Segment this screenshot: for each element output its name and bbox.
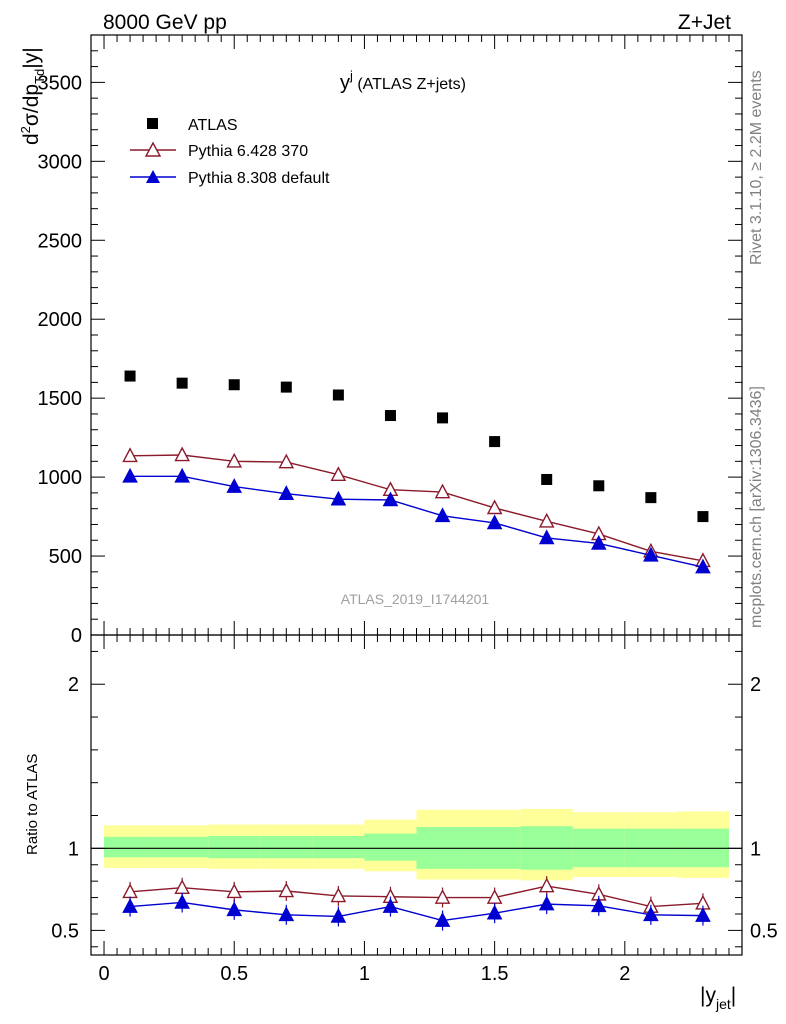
- ratio-point-pythia6: [226, 883, 243, 899]
- header-process-label: Z+Jet: [678, 11, 731, 34]
- analysis-watermark: ATLAS_2019_I1744201: [341, 591, 490, 607]
- data-point-pythia6: [226, 452, 243, 468]
- ratio-y-tick-label-right: 0.5: [750, 920, 778, 942]
- data-point-atlas: [332, 389, 344, 401]
- data-point-pythia6: [278, 453, 295, 469]
- ratio-band-green: [312, 836, 365, 859]
- chart-title: yj (ATLAS Z+jets): [340, 68, 466, 94]
- data-point-pythia8: [643, 546, 659, 562]
- data-point-pythia8: [226, 478, 243, 493]
- main-y-tick-label: 1000: [38, 467, 83, 489]
- main-y-tick-label: 3000: [38, 151, 83, 173]
- x-tick-label: 2: [619, 963, 630, 985]
- legend-label-atlas: ATLAS: [188, 117, 238, 134]
- data-point-pythia8: [122, 467, 138, 483]
- header-energy-label: 8000 GeV pp: [103, 11, 227, 34]
- x-tick-label: 1.5: [481, 963, 509, 985]
- ratio-point-pythia8: [538, 895, 555, 911]
- data-point-atlas: [384, 410, 396, 422]
- ratio-point-pythia8: [278, 906, 295, 922]
- legend: ATLAS Pythia 6.428 370 Pythia 8.308 defa…: [130, 117, 330, 187]
- series-line-pythia6: [130, 454, 704, 562]
- mcplots-side-label: mcplots.cern.ch [arXiv:1306.3436]: [748, 386, 765, 628]
- legend-marker-pythia6: [144, 141, 162, 157]
- ratio-point-pythia8: [434, 912, 451, 927]
- legend-marker-pythia8: [146, 170, 160, 183]
- main-y-tick-label: 1500: [38, 388, 83, 410]
- ratio-point-pythia8: [122, 898, 138, 913]
- data-point-pythia6: [174, 446, 190, 462]
- data-point-pythia6: [122, 447, 138, 463]
- data-point-atlas: [228, 379, 240, 391]
- data-point-pythia6: [330, 466, 347, 482]
- data-point-atlas: [124, 370, 136, 382]
- ratio-point-pythia8: [695, 907, 711, 922]
- main-y-tick-label: 2000: [38, 309, 83, 331]
- data-point-pythia8: [330, 490, 347, 506]
- data-point-pythia8: [174, 467, 190, 483]
- ratio-y-tick-label-right: 2: [750, 674, 761, 696]
- ratio-y-axis-label: Ratio to ATLAS: [24, 754, 41, 855]
- data-point-atlas: [437, 412, 449, 424]
- data-point-atlas: [176, 377, 188, 389]
- legend-label-pythia8: Pythia 8.308 default: [188, 170, 330, 187]
- ratio-band-green: [208, 836, 261, 859]
- ratio-y-tick-label: 0.5: [51, 920, 79, 942]
- data-point-pythia8: [434, 507, 451, 523]
- ratio-point-pythia6: [434, 889, 451, 904]
- data-point-pythia8: [486, 514, 503, 530]
- data-point-atlas: [593, 480, 605, 492]
- main-y-tick-label: 0: [71, 625, 82, 647]
- series-line-pythia8: [130, 475, 704, 568]
- ratio-band-green: [156, 836, 209, 858]
- data-point-pythia6: [434, 483, 451, 499]
- data-point-pythia6: [486, 499, 503, 515]
- ratio-y-tick-label: 2: [68, 674, 79, 696]
- ratio-point-pythia6: [278, 882, 295, 898]
- rivet-side-label: Rivet 3.1.10, ≥ 2.2M events: [748, 70, 765, 265]
- ratio-y-tick-label: 1: [68, 838, 79, 860]
- data-point-pythia8: [538, 529, 555, 545]
- ratio-point-pythia6: [174, 879, 190, 895]
- main-y-axis-label: d2σ/dpTd|y|: [18, 47, 47, 145]
- data-point-atlas: [541, 473, 553, 485]
- data-point-pythia8: [382, 491, 399, 507]
- data-point-atlas: [645, 492, 657, 504]
- data-point-atlas: [489, 436, 501, 448]
- data-point-atlas: [697, 511, 709, 523]
- ratio-point-pythia8: [643, 906, 659, 922]
- data-point-pythia8: [695, 558, 711, 574]
- data-point-pythia8: [278, 485, 295, 500]
- data-point-pythia8: [590, 534, 607, 550]
- main-y-tick-label: 3500: [38, 72, 83, 94]
- ratio-y-tick-label-right: 1: [750, 838, 761, 860]
- ratio-point-pythia8: [590, 897, 607, 913]
- legend-marker-atlas: [147, 118, 158, 129]
- ratio-uncertainty-bands: [91, 808, 742, 881]
- ratio-point-pythia8: [382, 898, 399, 913]
- ratio-point-pythia8: [226, 901, 243, 917]
- main-y-tick-label: 2500: [38, 230, 83, 252]
- x-axis-label: |yjet|: [700, 984, 736, 1012]
- data-point-pythia6: [538, 512, 555, 528]
- ratio-band-green: [260, 836, 313, 859]
- x-tick-label: 0.5: [220, 963, 248, 985]
- axis-ticks: 0 0.5 1 1.5 2 0 500 1000 1500 2000 2500 3000 3500 0.5…: [38, 34, 778, 985]
- ratio-band-green: [364, 833, 417, 861]
- ratio-point-pythia8: [174, 893, 190, 909]
- main-y-tick-label: 500: [49, 546, 82, 568]
- ratio-line-pythia6: [130, 885, 703, 908]
- series-layer: [122, 370, 711, 931]
- ratio-line-pythia8: [130, 901, 703, 922]
- x-tick-label: 1: [359, 963, 370, 985]
- data-point-atlas: [280, 381, 292, 393]
- ratio-point-pythia6: [330, 887, 347, 903]
- ratio-point-pythia8: [486, 904, 503, 920]
- x-tick-label: 0: [98, 963, 109, 985]
- ratio-point-pythia6: [538, 877, 555, 893]
- ratio-band-green: [104, 836, 157, 858]
- legend-label-pythia6: Pythia 6.428 370: [188, 143, 308, 160]
- ratio-point-pythia8: [330, 907, 347, 923]
